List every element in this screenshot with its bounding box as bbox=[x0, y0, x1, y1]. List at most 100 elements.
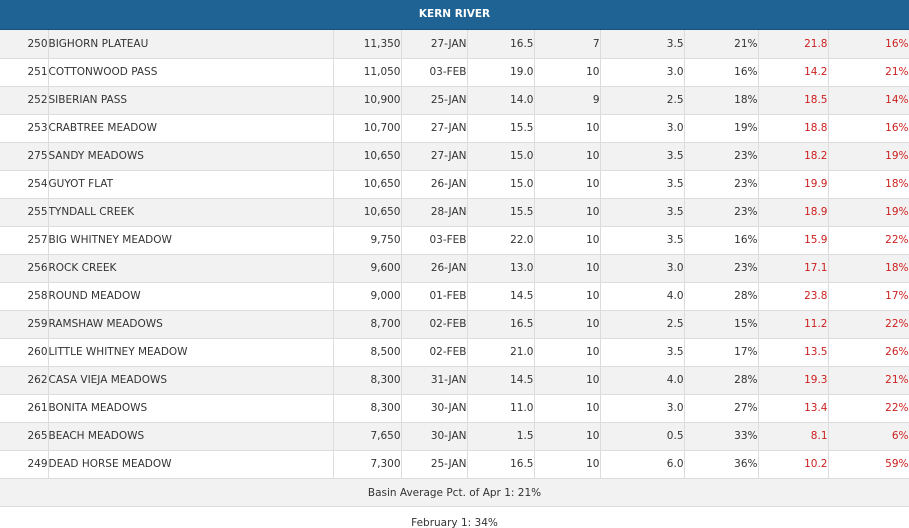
density-cell: 10 bbox=[534, 114, 601, 143]
percent-cell: 23% bbox=[684, 170, 759, 199]
station-name-cell: LITTLE WHITNEY MEADOW bbox=[48, 338, 334, 367]
measurement-date-cell: 30-JAN bbox=[401, 394, 468, 423]
water-content-cell: 3.0 bbox=[600, 114, 685, 143]
measurement-date-cell: 25-JAN bbox=[401, 450, 468, 479]
density-cell: 7 bbox=[534, 30, 601, 59]
snow-depth-cell: 16.5 bbox=[467, 310, 535, 339]
table-row: 256 ROCK CREEK 9,600 26-JAN 13.0 10 3.0 23% 17.1… bbox=[0, 254, 909, 283]
historical-percent-cell: 59% bbox=[828, 450, 909, 479]
station-id-cell: 257 bbox=[0, 226, 49, 255]
elevation-cell: 8,300 bbox=[333, 394, 402, 423]
snow-depth-cell: 14.0 bbox=[467, 86, 535, 115]
table-row: 259 RAMSHAW MEADOWS 8,700 02-FEB 16.5 10 2.5 15… bbox=[0, 310, 909, 339]
percent-cell: 21% bbox=[684, 30, 759, 59]
station-id-cell: 261 bbox=[0, 394, 49, 423]
historical-value-cell: 18.8 bbox=[758, 114, 829, 143]
station-name-cell: BEACH MEADOWS bbox=[48, 422, 334, 451]
percent-cell: 28% bbox=[684, 282, 759, 311]
density-cell: 10 bbox=[534, 58, 601, 87]
station-id-cell: 260 bbox=[0, 338, 49, 367]
table-row: 255 TYNDALL CREEK 10,650 28-JAN 15.5 10 3.5 23%… bbox=[0, 198, 909, 227]
density-cell: 10 bbox=[534, 394, 601, 423]
measurement-date-cell: 01-FEB bbox=[401, 282, 468, 311]
station-id-cell: 252 bbox=[0, 86, 49, 115]
snow-depth-cell: 13.0 bbox=[467, 254, 535, 283]
station-id-cell: 251 bbox=[0, 58, 49, 87]
density-cell: 10 bbox=[534, 170, 601, 199]
historical-value-cell: 23.8 bbox=[758, 282, 829, 311]
historical-value-cell: 18.9 bbox=[758, 198, 829, 227]
historical-percent-cell: 22% bbox=[828, 310, 909, 339]
percent-cell: 23% bbox=[684, 142, 759, 171]
percent-cell: 16% bbox=[684, 58, 759, 87]
density-cell: 10 bbox=[534, 198, 601, 227]
water-content-cell: 3.5 bbox=[600, 142, 685, 171]
historical-percent-cell: 21% bbox=[828, 58, 909, 87]
percent-cell: 23% bbox=[684, 254, 759, 283]
percent-cell: 19% bbox=[684, 114, 759, 143]
station-name-cell: DEAD HORSE MEADOW bbox=[48, 450, 334, 479]
density-cell: 10 bbox=[534, 226, 601, 255]
snow-depth-cell: 22.0 bbox=[467, 226, 535, 255]
elevation-cell: 10,650 bbox=[333, 198, 402, 227]
percent-cell: 23% bbox=[684, 198, 759, 227]
water-content-cell: 3.5 bbox=[600, 226, 685, 255]
snow-depth-cell: 16.5 bbox=[467, 450, 535, 479]
table-row: 260 LITTLE WHITNEY MEADOW 8,500 02-FEB 21.0 1… bbox=[0, 338, 909, 367]
historical-value-cell: 13.4 bbox=[758, 394, 829, 423]
elevation-cell: 9,750 bbox=[333, 226, 402, 255]
measurement-date-cell: 26-JAN bbox=[401, 254, 468, 283]
historical-value-cell: 8.1 bbox=[758, 422, 829, 451]
density-cell: 10 bbox=[534, 254, 601, 283]
density-cell: 10 bbox=[534, 422, 601, 451]
snow-depth-cell: 15.5 bbox=[467, 114, 535, 143]
water-content-cell: 0.5 bbox=[600, 422, 685, 451]
elevation-cell: 10,650 bbox=[333, 142, 402, 171]
basin-title: KERN RIVER bbox=[0, 0, 909, 30]
station-name-cell: COTTONWOOD PASS bbox=[48, 58, 334, 87]
basin-average-summary: Basin Average Pct. of Apr 1: 21% bbox=[0, 478, 909, 507]
station-name-cell: ROCK CREEK bbox=[48, 254, 334, 283]
station-name-cell: ROUND MEADOW bbox=[48, 282, 334, 311]
measurement-date-cell: 26-JAN bbox=[401, 170, 468, 199]
density-cell: 10 bbox=[534, 338, 601, 367]
water-content-cell: 6.0 bbox=[600, 450, 685, 479]
density-cell: 10 bbox=[534, 282, 601, 311]
station-name-cell: BONITA MEADOWS bbox=[48, 394, 334, 423]
historical-percent-cell: 17% bbox=[828, 282, 909, 311]
density-cell: 10 bbox=[534, 142, 601, 171]
water-content-cell: 4.0 bbox=[600, 366, 685, 395]
historical-percent-cell: 26% bbox=[828, 338, 909, 367]
measurement-date-cell: 31-JAN bbox=[401, 366, 468, 395]
snow-depth-cell: 19.0 bbox=[467, 58, 535, 87]
measurement-date-cell: 02-FEB bbox=[401, 310, 468, 339]
measurement-date-cell: 03-FEB bbox=[401, 58, 468, 87]
historical-percent-cell: 22% bbox=[828, 394, 909, 423]
station-id-cell: 250 bbox=[0, 30, 49, 59]
station-name-cell: CRABTREE MEADOW bbox=[48, 114, 334, 143]
snow-depth-cell: 1.5 bbox=[467, 422, 535, 451]
percent-cell: 16% bbox=[684, 226, 759, 255]
density-cell: 9 bbox=[534, 86, 601, 115]
historical-value-cell: 14.2 bbox=[758, 58, 829, 87]
table-row: 258 ROUND MEADOW 9,000 01-FEB 14.5 10 4.0 28% 23… bbox=[0, 282, 909, 311]
elevation-cell: 9,000 bbox=[333, 282, 402, 311]
snow-depth-cell: 16.5 bbox=[467, 30, 535, 59]
snow-depth-cell: 14.5 bbox=[467, 282, 535, 311]
station-name-cell: SIBERIAN PASS bbox=[48, 86, 334, 115]
station-id-cell: 254 bbox=[0, 170, 49, 199]
historical-value-cell: 15.9 bbox=[758, 226, 829, 255]
station-id-cell: 259 bbox=[0, 310, 49, 339]
historical-value-cell: 18.5 bbox=[758, 86, 829, 115]
density-cell: 10 bbox=[534, 366, 601, 395]
station-id-cell: 255 bbox=[0, 198, 49, 227]
historical-value-cell: 17.1 bbox=[758, 254, 829, 283]
table-row: 262 CASA VIEJA MEADOWS 8,300 31-JAN 14.5 10 4.… bbox=[0, 366, 909, 395]
station-name-cell: SANDY MEADOWS bbox=[48, 142, 334, 171]
table-row: 250 BIGHORN PLATEAU 11,350 27-JAN 16.5 7 3.5 21… bbox=[0, 30, 909, 59]
station-id-cell: 265 bbox=[0, 422, 49, 451]
table-row: 275 SANDY MEADOWS 10,650 27-JAN 15.0 10 3.5 23%… bbox=[0, 142, 909, 171]
historical-value-cell: 21.8 bbox=[758, 30, 829, 59]
water-content-cell: 3.5 bbox=[600, 198, 685, 227]
